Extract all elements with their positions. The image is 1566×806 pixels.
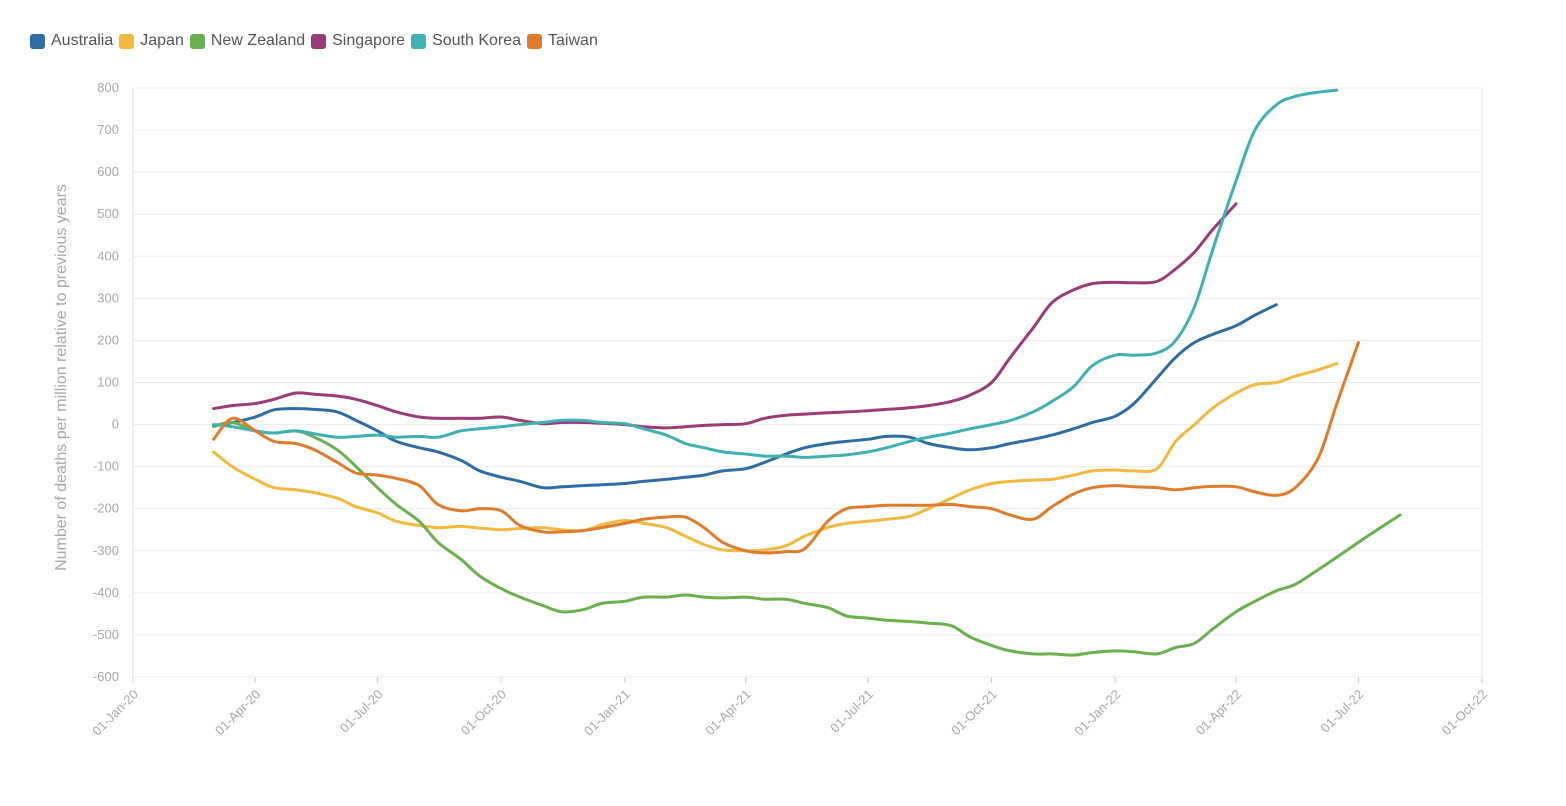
legend-item[interactable]: South Korea [411, 32, 521, 50]
series-layer [212, 88, 1402, 657]
legend-swatch [527, 33, 543, 49]
y-tick-label: 0 [112, 417, 119, 432]
legend-label: New Zealand [210, 32, 306, 49]
x-tick-label: 01-Jan-22 [1071, 687, 1123, 739]
y-tick-label: -400 [93, 585, 119, 600]
y-tick-label: -600 [93, 669, 119, 684]
y-tick-label: 700 [97, 122, 119, 137]
y-tick-label: 100 [97, 375, 119, 390]
legend-swatch [311, 33, 327, 49]
y-tick-label: 200 [97, 332, 119, 347]
y-tick-label: 500 [97, 206, 119, 221]
legend-label: Australia [51, 32, 114, 49]
grid-layer [132, 87, 1483, 678]
legend-swatch [189, 33, 205, 49]
y-axis-title: Number of deaths per million relative to… [53, 184, 70, 571]
legend-item[interactable]: Australia [30, 32, 113, 50]
x-tick-label: 01-Jul-21 [827, 687, 876, 736]
y-tick-label: -300 [93, 543, 119, 558]
x-tick-label: 01-Apr-20 [212, 687, 263, 738]
y-tick-label: 400 [97, 248, 119, 263]
y-tick-label: -200 [93, 501, 119, 516]
series-line-taiwan[interactable] [212, 341, 1360, 555]
legend-swatch [119, 33, 135, 49]
chart-legend: Australia Japan New Zealand Singapore South … [30, 32, 604, 50]
legend-item[interactable]: New Zealand [189, 32, 306, 50]
y-tick-label: -100 [93, 459, 119, 474]
x-tick-label: 01-Oct-20 [458, 687, 509, 738]
legend-item[interactable]: Singapore [311, 32, 405, 50]
legend-swatch [30, 33, 45, 49]
y-tick-label: -500 [93, 627, 119, 642]
legend-swatch [411, 33, 427, 49]
x-tick-label: 01-Oct-21 [948, 687, 999, 738]
legend-item[interactable]: Taiwan [527, 32, 598, 50]
x-tick-label: 01-Oct-22 [1439, 687, 1490, 738]
series-line-australia[interactable] [212, 303, 1278, 490]
legend-label: Japan [140, 32, 184, 49]
x-tick-label: 01-Jan-20 [89, 687, 141, 739]
x-tick-label: 01-Apr-21 [702, 687, 753, 738]
y-tick-label: 600 [97, 164, 119, 179]
series-line-singapore[interactable] [212, 202, 1238, 430]
y-tick-label: 800 [97, 80, 119, 95]
legend-label: Taiwan [548, 32, 598, 49]
x-tick-label: 01-Jul-22 [1318, 687, 1367, 736]
x-tick-label: 01-Jan-21 [581, 687, 633, 739]
series-line-new-zealand[interactable] [212, 420, 1402, 657]
y-tick-label: 300 [97, 290, 119, 305]
series-line-japan[interactable] [212, 362, 1339, 553]
legend-label: South Korea [432, 32, 522, 49]
series-line-south-korea[interactable] [212, 88, 1339, 459]
legend-label: Singapore [332, 32, 406, 49]
legend-item[interactable]: Japan [119, 32, 184, 50]
x-tick-label: 01-Jul-20 [337, 687, 386, 736]
x-tick-label: 01-Apr-22 [1193, 687, 1244, 738]
